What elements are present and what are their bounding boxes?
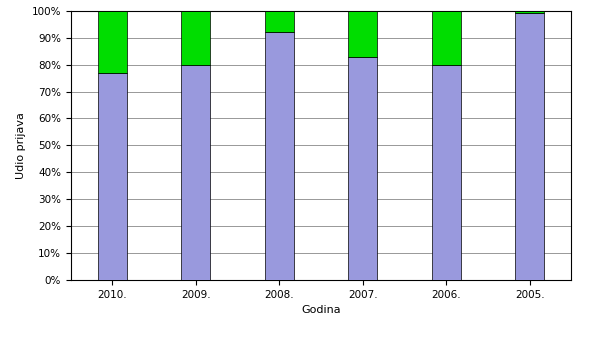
Bar: [348, 11, 378, 57]
Bar: [98, 73, 127, 280]
Bar: [98, 11, 127, 73]
Bar: [515, 11, 544, 13]
Bar: [181, 11, 210, 65]
Y-axis label: Udio prijava: Udio prijava: [16, 112, 26, 179]
Bar: [432, 65, 461, 280]
X-axis label: Godina: Godina: [301, 305, 341, 315]
Bar: [432, 11, 461, 65]
Bar: [264, 32, 294, 280]
Bar: [348, 57, 378, 280]
Bar: [181, 65, 210, 280]
Bar: [264, 11, 294, 32]
Bar: [515, 13, 544, 280]
